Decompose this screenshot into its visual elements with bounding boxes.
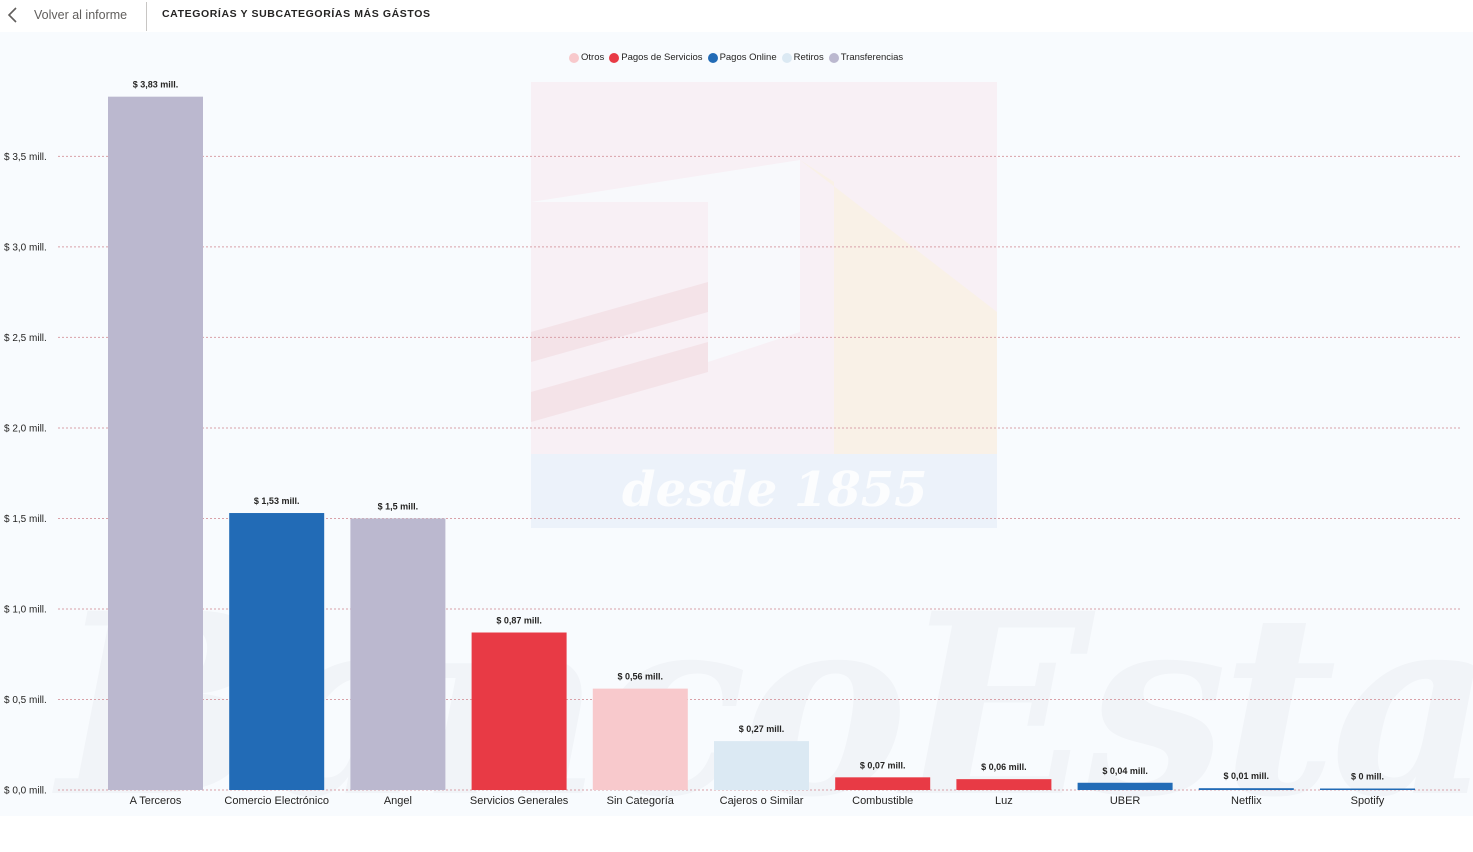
category-label: A Terceros [130,795,182,807]
bar [1077,782,1173,790]
legend-label: Pagos de Servicios [621,52,703,63]
data-label: $ 0 mill. [1351,772,1384,782]
data-label: $ 0,27 mill. [739,724,785,734]
category-label: Luz [995,795,1013,807]
bar [956,779,1052,790]
header-divider [146,2,147,31]
back-button[interactable]: Volver al informe [6,4,127,26]
legend-label: Retiros [793,52,824,63]
data-label: $ 0,07 mill. [860,760,906,770]
data-label: $ 3,83 mill. [133,80,179,90]
bar [471,632,567,790]
legend-item[interactable]: Otros [569,52,604,63]
bar [835,777,931,790]
category-label: Spotify [1351,795,1385,807]
data-label: $ 0,06 mill. [981,762,1027,772]
category-label: Servicios Generales [470,795,569,807]
bar-chart: $ 0,0 mill. $ 0,5 mill. $ 1,0 mill. $ 1,5 m… [4,80,1462,807]
y-tick-label: $ 0,0 mill. [4,786,47,797]
top-bar: Volver al informe CATEGORÍAS Y SUBCATEGO… [0,0,1473,32]
category-label: Combustible [852,795,913,807]
legend-dot-icon [828,52,839,63]
category-label: UBER [1110,795,1141,807]
bar [1320,788,1415,790]
y-tick-label: $ 3,0 mill. [4,242,47,253]
legend-dot-icon [707,52,718,63]
y-tick-label: $ 1,5 mill. [4,514,47,525]
since-watermark-text: desde 1855 [622,462,928,518]
category-label: Netflix [1231,795,1262,807]
category-label: Angel [384,795,412,807]
data-label: $ 1,5 mill. [378,501,419,511]
category-label: Cajeros o Similar [720,795,804,807]
legend-item[interactable]: Transferencias [828,52,904,63]
y-tick-label: $ 2,5 mill. [4,333,47,344]
y-tick-label: $ 0,5 mill. [4,695,47,706]
legend-label: Transferencias [840,52,904,63]
y-tick-label: $ 1,0 mill. [4,604,47,615]
data-label: $ 1,53 mill. [254,496,300,506]
legend-item[interactable]: Pagos Online [707,52,777,63]
chart-legend: Otros Pagos de Servicios Pagos Online Retir… [569,52,908,63]
chevron-left-icon [7,7,17,23]
bar [714,741,809,790]
back-button-label: Volver al informe [34,8,128,22]
bar [592,688,688,790]
bar [108,96,203,790]
bar [229,513,325,790]
bar [1198,788,1294,790]
y-tick-label: $ 3,5 mill. [4,152,47,163]
data-label: $ 0,56 mill. [618,672,664,682]
legend-label: Pagos Online [719,52,777,63]
legend-item[interactable]: Retiros [781,52,824,63]
legend-dot-icon [609,52,620,63]
category-label: Sin Categoría [607,795,675,807]
category-label: Comercio Electrónico [224,795,329,807]
page-title: CATEGORÍAS Y SUBCATEGORÍAS MÁS GÁSTOS [162,8,431,20]
bank-logo-watermark [531,82,997,528]
legend-dot-icon [781,52,792,63]
y-tick-label: $ 2,0 mill. [4,423,47,434]
bar [350,518,446,790]
legend-item[interactable]: Pagos de Servicios [609,52,703,63]
data-label: $ 0,87 mill. [496,616,542,626]
legend-label: Otros [581,52,605,63]
legend-dot-icon [569,52,579,63]
data-label: $ 0,01 mill. [1224,771,1270,781]
data-label: $ 0,04 mill. [1102,766,1148,776]
